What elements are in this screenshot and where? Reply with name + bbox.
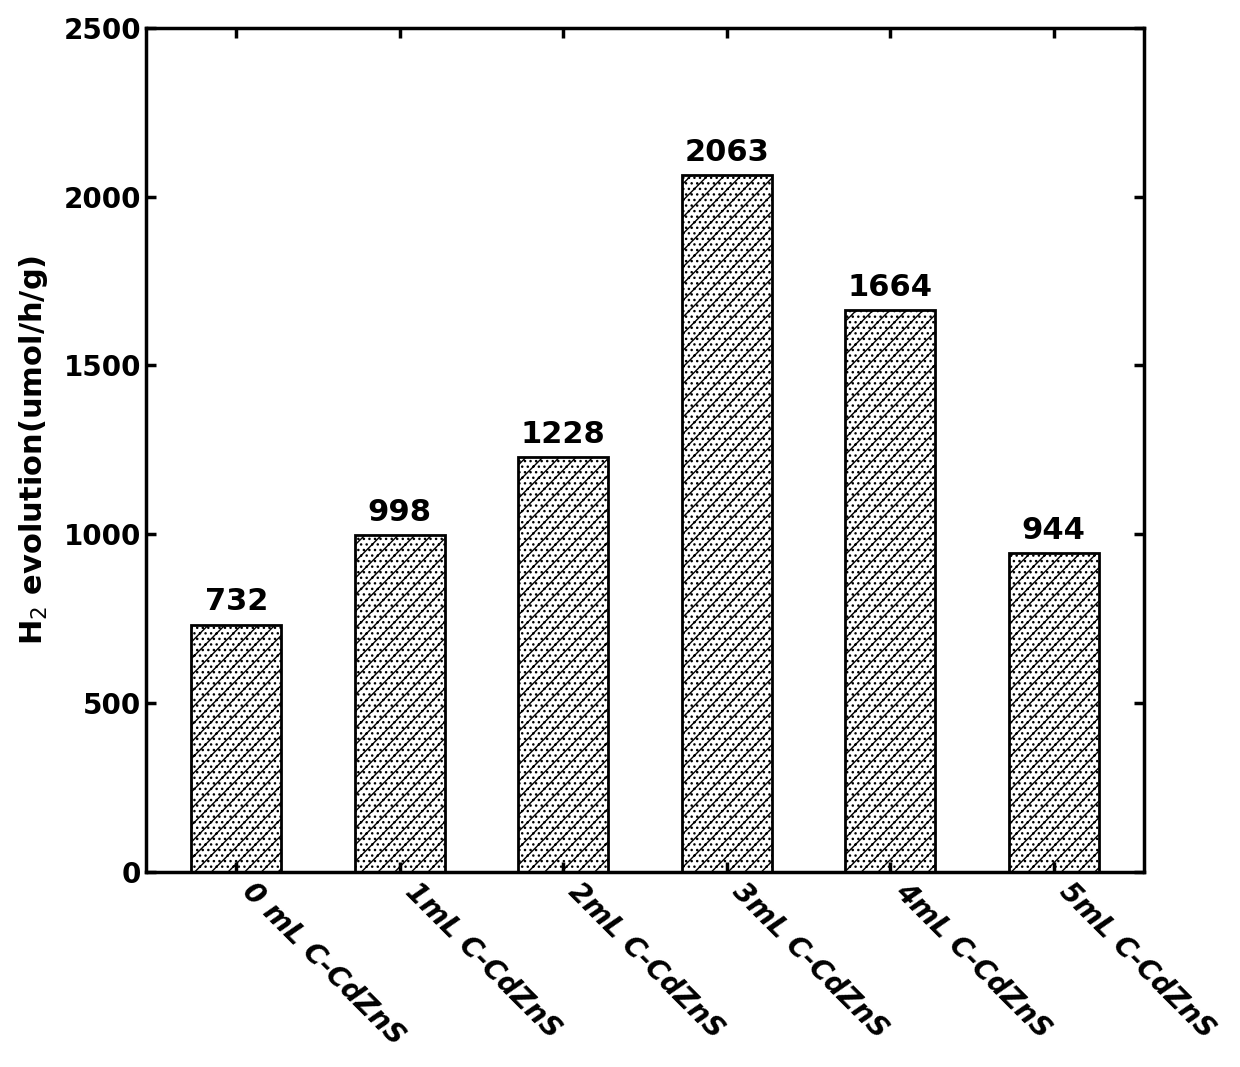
Bar: [191, 625, 281, 872]
Bar: [682, 175, 771, 872]
Text: 1664: 1664: [848, 273, 932, 302]
Text: 944: 944: [1022, 515, 1085, 545]
Bar: [355, 535, 445, 872]
Text: 1228: 1228: [521, 420, 605, 449]
Text: 2063: 2063: [684, 138, 769, 166]
Y-axis label: H$_2$ evolution(umol/h/g): H$_2$ evolution(umol/h/g): [16, 255, 50, 646]
Bar: [846, 310, 935, 872]
Bar: [518, 458, 608, 872]
Text: 732: 732: [205, 588, 268, 617]
Bar: [1008, 554, 1099, 872]
Text: 998: 998: [368, 497, 432, 527]
